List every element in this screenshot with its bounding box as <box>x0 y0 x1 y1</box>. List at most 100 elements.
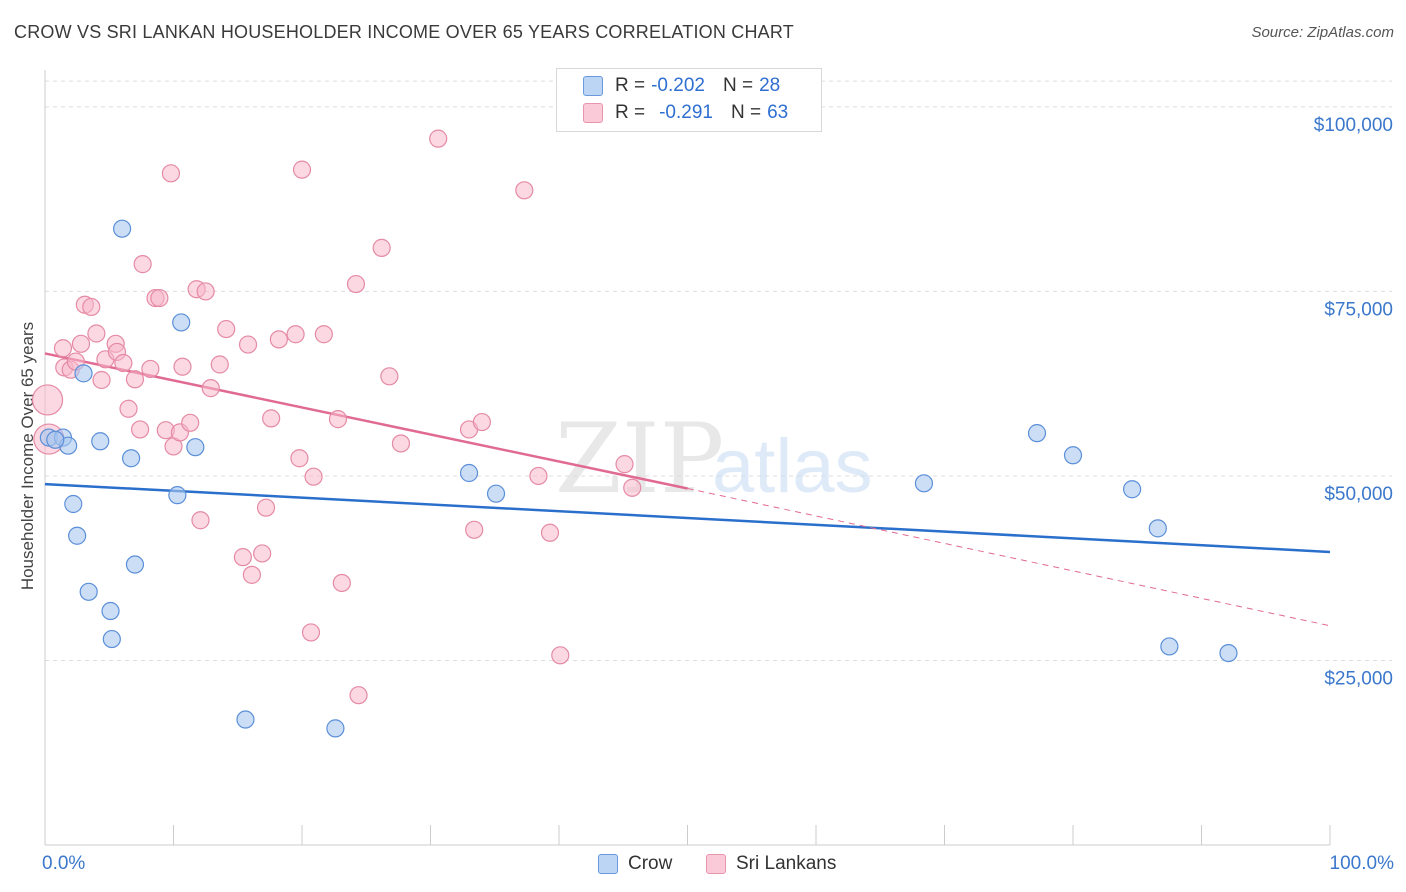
y-tick-label: $50,000 <box>1324 484 1393 505</box>
sri-lankans-point <box>292 160 312 179</box>
crow-trend-line <box>44 482 1331 554</box>
sri-lankans-point <box>465 520 484 539</box>
sri-swatch <box>583 103 603 123</box>
crow-point <box>121 449 141 468</box>
sri-lankans-point <box>328 410 348 429</box>
legend-row-sri: R = -0.291 N = 63 <box>583 101 788 125</box>
source-label: Source: ZipAtlas.com <box>1251 24 1394 41</box>
sri-lankans-point <box>286 325 305 344</box>
sri-lankans-point <box>173 357 192 376</box>
crow-point <box>1219 643 1238 663</box>
crow-points <box>39 219 1238 738</box>
crow-point <box>1160 637 1179 656</box>
correlation-legend: R = -0.202 N = 28 R = -0.291 N = 63 <box>556 68 822 132</box>
crow-point <box>486 484 506 503</box>
sri-lankans-point <box>380 367 399 386</box>
r-value-sri: -0.291 <box>659 102 713 123</box>
sri-lankans-point <box>71 334 91 353</box>
crow-swatch <box>583 76 603 96</box>
x-tick-labels: 0.0% 100.0% <box>42 853 1394 874</box>
sri-lankans-points <box>31 129 642 705</box>
sri-lankans-point <box>515 181 534 200</box>
sri-lankans-point <box>114 353 133 373</box>
watermark-zip: ZIP <box>555 403 724 515</box>
crow-point <box>914 474 934 493</box>
sri-lankans-point <box>53 339 73 358</box>
crow-point <box>326 719 345 738</box>
watermark-atlas: atlas <box>712 424 873 509</box>
x-tick-label: 0.0% <box>42 853 85 874</box>
legend-label-crow: Crow <box>628 853 673 874</box>
crow-point <box>1148 519 1167 538</box>
crow-point <box>168 486 187 505</box>
chart-title: CROW VS SRI LANKAN HOUSEHOLDER INCOME OV… <box>14 22 794 42</box>
sri-lankans-point <box>290 449 309 468</box>
sri-lankans-point <box>540 523 560 542</box>
watermark: ZIP atlas <box>555 403 873 515</box>
series-legend: Crow Sri Lankans <box>0 853 1406 877</box>
sri-lankans-point <box>253 544 272 563</box>
legend-label-sri-lankans: Sri Lankans <box>736 853 837 874</box>
crow-point <box>46 430 65 449</box>
sri-lankans-point <box>233 548 252 567</box>
sri-lankans-trend-extension <box>687 488 1331 627</box>
sri-lankans-point <box>242 565 261 584</box>
crow-point <box>112 219 132 238</box>
y-tick-label: $25,000 <box>1324 668 1393 689</box>
x-tick-label: 100.0% <box>1330 853 1395 874</box>
crow-point <box>125 555 145 574</box>
sri-lankans-point <box>133 255 152 274</box>
sri-lankans-point <box>472 412 491 432</box>
sri-lankans-point <box>332 573 351 593</box>
sri-lankans-point <box>191 511 210 530</box>
sri-lankans-point <box>87 324 106 343</box>
sri-lankans-point <box>181 413 200 432</box>
sri-lankans-point <box>349 686 368 705</box>
r-label: R = <box>615 102 646 123</box>
sri-lankans-point <box>429 129 448 148</box>
sri-lankans-point <box>217 319 236 339</box>
sri-lankans-point <box>31 384 64 416</box>
sri-lankans-point <box>150 288 169 308</box>
crow-point <box>1063 446 1083 465</box>
crow-point <box>1123 480 1142 499</box>
sri-lankans-point <box>301 623 321 642</box>
r-value-crow: -0.202 <box>651 75 705 96</box>
crow-point <box>101 601 120 621</box>
crow-point <box>79 582 98 601</box>
sri-lankans-point <box>372 238 391 257</box>
sri-lankans-point <box>391 434 411 453</box>
sri-lankans-point <box>141 359 160 379</box>
crow-point <box>91 432 110 451</box>
legend-item-crow[interactable]: Crow <box>598 853 672 875</box>
crow-point <box>459 463 479 483</box>
sri-lankans-point <box>551 646 570 665</box>
n-value-crow: 28 <box>759 75 781 96</box>
crow-point <box>68 526 87 545</box>
sri-swatch <box>706 854 726 874</box>
crow-point <box>172 313 191 332</box>
sri-lankans-point <box>92 370 111 390</box>
legend-item-sri-lankans[interactable]: Sri Lankans <box>706 853 836 875</box>
sri-lankans-point <box>82 297 101 317</box>
sri-lankans-point <box>529 466 548 486</box>
crow-point <box>74 364 93 383</box>
y-tick-label: $75,000 <box>1324 299 1393 320</box>
sri-lankans-point <box>256 498 276 517</box>
sri-lankans-point <box>623 478 642 497</box>
sri-lankans-point <box>615 455 634 474</box>
sri-lankans-point <box>314 325 333 344</box>
sri-lankans-point <box>210 355 229 374</box>
y-tick-label: $100,000 <box>1314 115 1393 136</box>
axes <box>44 70 1331 846</box>
crow-point <box>1027 424 1047 443</box>
crow-point <box>64 494 83 514</box>
sri-lankans-point <box>125 370 145 389</box>
r-label: R = <box>615 75 646 96</box>
sri-lankans-point <box>161 164 181 183</box>
crow-point <box>186 438 205 457</box>
sri-lankans-point <box>269 330 288 349</box>
n-value-sri: 63 <box>767 102 789 123</box>
crow-point <box>236 710 255 729</box>
